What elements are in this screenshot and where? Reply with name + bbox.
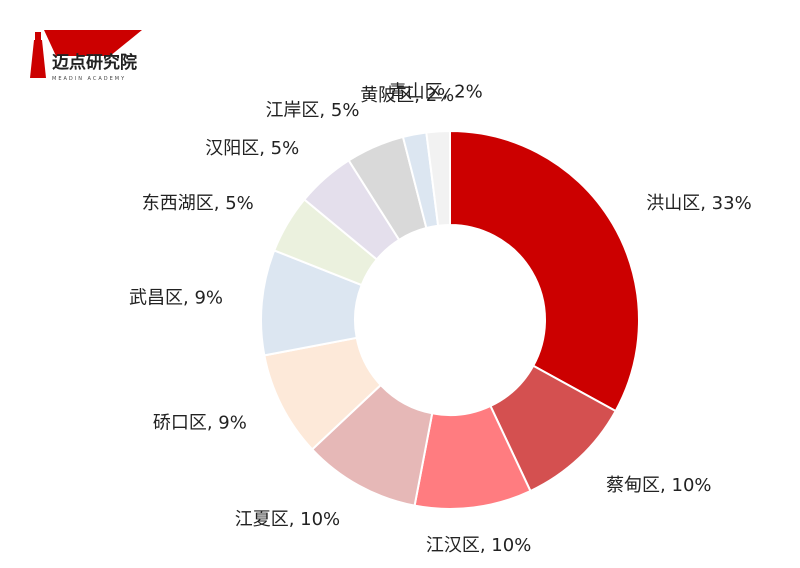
- data-label: 汉阳区, 5%: [205, 138, 299, 159]
- data-label: 蔡甸区, 10%: [606, 475, 711, 496]
- data-label: 武昌区, 9%: [129, 288, 223, 309]
- data-label: 青山区, 2%: [389, 81, 483, 102]
- logo-name: 迈点研究院: [52, 52, 137, 73]
- logo-subtitle: MEADIN ACADEMY: [52, 76, 126, 82]
- data-label: 硚口区, 9%: [153, 413, 247, 434]
- logo: 迈点研究院 MEADIN ACADEMY: [30, 30, 142, 82]
- donut-slice: [425, 129, 451, 227]
- logo-lamp: [35, 32, 41, 40]
- logo-lighthouse: [30, 40, 46, 78]
- data-label: 江岸区, 5%: [265, 100, 359, 121]
- logo-banner: [44, 30, 142, 56]
- data-label: 洪山区, 33%: [646, 193, 751, 214]
- data-label: 黄陂区, 2%: [360, 85, 454, 106]
- data-label: 东西湖区, 5%: [142, 193, 254, 214]
- data-label: 江夏区, 10%: [235, 509, 340, 530]
- data-label: 江汉区, 10%: [426, 535, 531, 556]
- donut-slice: [449, 129, 640, 413]
